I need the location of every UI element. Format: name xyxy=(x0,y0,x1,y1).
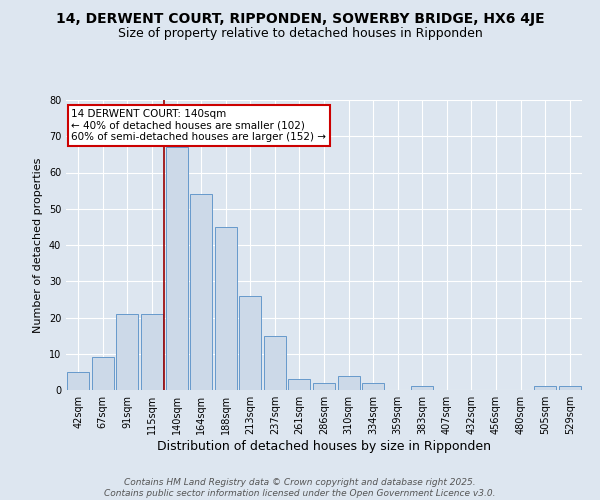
Bar xyxy=(362,383,384,390)
Bar xyxy=(116,314,139,390)
Bar xyxy=(559,386,581,390)
Text: 14, DERWENT COURT, RIPPONDEN, SOWERBY BRIDGE, HX6 4JE: 14, DERWENT COURT, RIPPONDEN, SOWERBY BR… xyxy=(56,12,544,26)
Bar xyxy=(190,194,212,390)
Bar xyxy=(215,227,237,390)
Bar xyxy=(313,383,335,390)
Bar xyxy=(92,358,114,390)
Y-axis label: Number of detached properties: Number of detached properties xyxy=(33,158,43,332)
Text: 14 DERWENT COURT: 140sqm
← 40% of detached houses are smaller (102)
60% of semi-: 14 DERWENT COURT: 140sqm ← 40% of detach… xyxy=(71,108,326,142)
Bar xyxy=(264,336,286,390)
Bar xyxy=(534,386,556,390)
X-axis label: Distribution of detached houses by size in Ripponden: Distribution of detached houses by size … xyxy=(157,440,491,453)
Bar xyxy=(166,147,188,390)
Text: Contains HM Land Registry data © Crown copyright and database right 2025.
Contai: Contains HM Land Registry data © Crown c… xyxy=(104,478,496,498)
Bar xyxy=(141,314,163,390)
Bar xyxy=(411,386,433,390)
Bar xyxy=(289,379,310,390)
Text: Size of property relative to detached houses in Ripponden: Size of property relative to detached ho… xyxy=(118,28,482,40)
Bar xyxy=(239,296,262,390)
Bar xyxy=(338,376,359,390)
Bar xyxy=(67,372,89,390)
